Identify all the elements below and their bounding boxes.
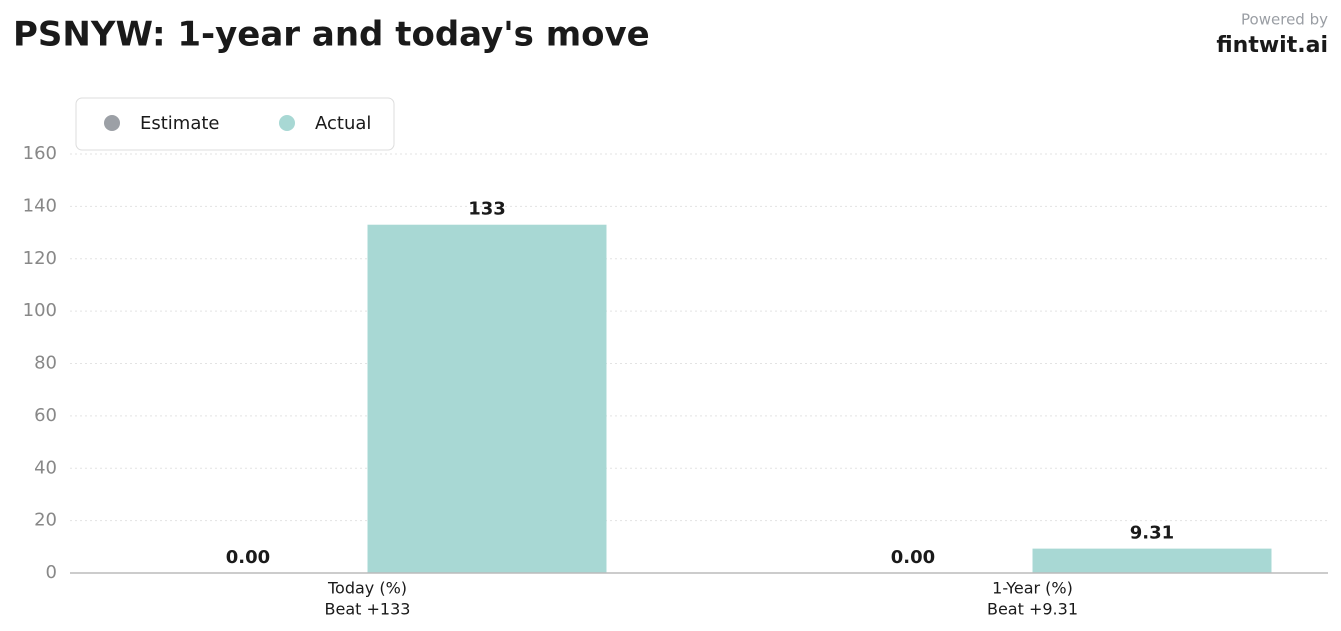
y-tick-label: 120 xyxy=(23,248,57,269)
legend-box xyxy=(75,97,395,151)
y-tick-label: 0 xyxy=(46,562,57,583)
value-label: 133 xyxy=(468,199,506,220)
x-tick-note: Beat +9.31 xyxy=(987,600,1078,619)
x-tick-label: 1-Year (%) xyxy=(992,579,1073,598)
y-tick-label: 80 xyxy=(34,353,57,374)
y-tick-label: 140 xyxy=(23,195,57,216)
legend-marker xyxy=(104,115,120,131)
chart-title: PSNYW: 1-year and today's move xyxy=(13,15,650,55)
y-tick-label: 20 xyxy=(34,510,57,531)
legend-label: Estimate xyxy=(140,113,220,134)
value-label: 9.31 xyxy=(1130,523,1174,544)
brand-name: fintwit.ai xyxy=(1216,33,1328,58)
bar xyxy=(1032,548,1272,573)
value-label: 0.00 xyxy=(891,547,935,568)
value-label: 0.00 xyxy=(226,547,270,568)
legend-marker xyxy=(279,115,295,131)
x-tick-note: Beat +133 xyxy=(325,600,411,619)
bar xyxy=(367,224,607,574)
x-tick-label: Today (%) xyxy=(327,579,407,598)
y-tick-label: 100 xyxy=(23,300,57,321)
legend-label: Actual xyxy=(315,113,371,134)
y-tick-label: 60 xyxy=(34,405,57,426)
y-tick-label: 160 xyxy=(23,143,57,164)
y-tick-label: 40 xyxy=(34,457,57,478)
brand-label: Powered by xyxy=(1241,11,1328,29)
